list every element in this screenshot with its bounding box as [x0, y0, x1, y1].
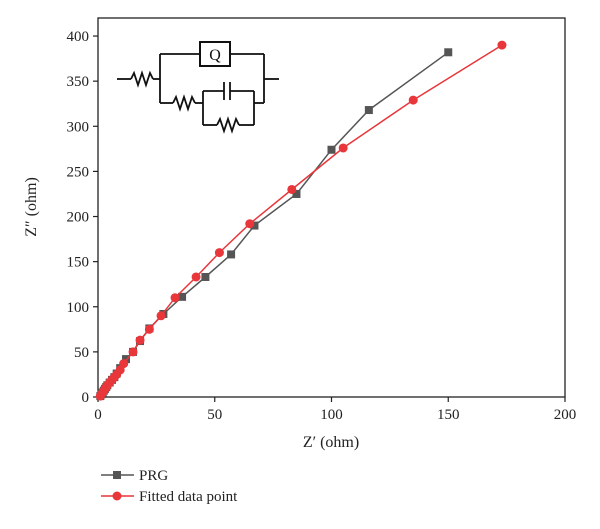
- data-point-prg: [364, 106, 373, 115]
- series-layer: [95, 40, 507, 401]
- data-point-fitted: [497, 40, 507, 50]
- y-tick-label: 100: [67, 300, 90, 316]
- y-tick-label: 350: [67, 74, 90, 90]
- data-point-fitted: [170, 293, 180, 303]
- x-axis-title: Z′ (ohm): [303, 434, 359, 451]
- y-tick-label: 150: [67, 255, 90, 271]
- data-point-prg: [292, 189, 301, 198]
- data-point-fitted: [338, 143, 348, 153]
- y-tick-label: 400: [67, 29, 90, 45]
- legend-marker-fitted: [112, 491, 122, 501]
- y-tick-label: 300: [67, 119, 90, 135]
- data-point-prg: [327, 145, 336, 154]
- data-point-fitted: [128, 347, 138, 357]
- y-tick-label: 50: [74, 345, 89, 361]
- charge-transfer-resistor-icon: [172, 94, 196, 112]
- data-point-prg: [444, 48, 453, 57]
- data-point-fitted: [214, 248, 224, 258]
- series-resistor-icon: [130, 70, 154, 88]
- x-tick-label: 0: [94, 407, 102, 423]
- y-tick-label: 0: [82, 390, 90, 406]
- legend-label-fitted: Fitted data point: [139, 489, 238, 505]
- x-tick-label: 50: [207, 407, 222, 423]
- data-point-fitted: [144, 324, 154, 334]
- data-point-prg: [201, 272, 210, 281]
- y-tick-label: 200: [67, 210, 90, 226]
- y-axis-title: Z″ (ohm): [23, 177, 40, 237]
- legend: PRG Fitted data point: [101, 468, 238, 505]
- data-point-fitted: [191, 272, 201, 282]
- data-point-prg: [227, 250, 236, 259]
- diffusion-resistor-icon: [216, 116, 240, 134]
- data-point-prg: [178, 292, 187, 301]
- y-axis-ticks: 0 50 100 150 200 250 300 350 400: [67, 29, 98, 406]
- legend-label-prg: PRG: [139, 468, 168, 484]
- x-tick-label: 150: [437, 407, 460, 423]
- data-point-fitted: [135, 335, 145, 345]
- y-tick-label: 250: [67, 164, 90, 180]
- data-point-fitted: [156, 311, 166, 321]
- x-tick-label: 100: [320, 407, 343, 423]
- x-tick-label: 200: [554, 407, 577, 423]
- data-point-fitted: [408, 95, 418, 105]
- series-line-prg: [99, 51, 449, 397]
- cpe-label: Q: [209, 47, 221, 64]
- data-point-prg: [250, 221, 259, 230]
- plot-frame: [97, 17, 566, 398]
- data-point-fitted: [245, 219, 255, 229]
- data-point-fitted: [287, 184, 297, 194]
- legend-marker-prg: [113, 471, 121, 479]
- equivalent-circuit-inset: [117, 41, 279, 134]
- data-point-fitted: [119, 359, 129, 369]
- x-axis-ticks: 0 50 100 150 200: [94, 397, 576, 423]
- data-point-prg: [122, 355, 131, 364]
